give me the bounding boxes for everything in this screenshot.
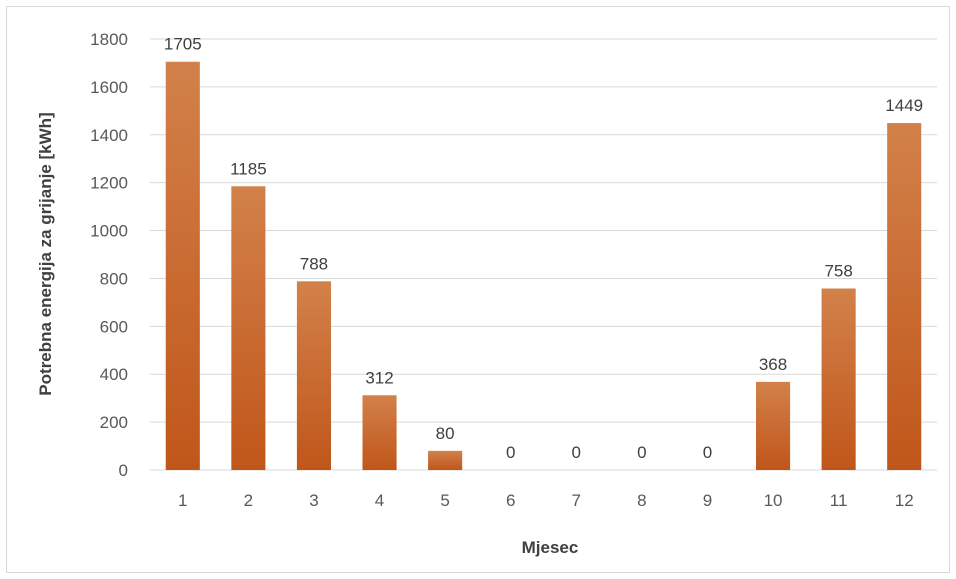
data-label: 1185: [230, 159, 267, 178]
x-tick-label: 3: [309, 491, 318, 510]
data-labels: 1705 1185 788 312 80 0 0 0 0 368 758 1449: [164, 35, 923, 462]
y-axis-title: Potrebna energija za grijanje [kWh]: [36, 112, 55, 395]
data-label: 0: [637, 443, 646, 462]
x-tick-label: 4: [375, 491, 384, 510]
y-tick-label: 1800: [90, 30, 128, 49]
y-tick-label: 1400: [90, 126, 128, 145]
x-tick-label: 7: [572, 491, 581, 510]
x-tick-label: 10: [764, 491, 783, 510]
bar: [296, 281, 332, 470]
y-tick-label: 1000: [90, 222, 128, 241]
x-tick-label: 12: [895, 491, 914, 510]
x-tick-label: 5: [440, 491, 449, 510]
bar: [755, 381, 791, 470]
x-tick-label: 8: [637, 491, 646, 510]
bar: [821, 288, 856, 470]
data-label: 0: [506, 443, 515, 462]
x-tick-label: 2: [244, 491, 253, 510]
x-axis-title: Mjesec: [522, 538, 579, 557]
data-label: 1449: [885, 96, 923, 115]
data-label: 758: [824, 262, 852, 281]
y-tick-label: 1200: [90, 174, 128, 193]
data-label: 0: [572, 443, 581, 462]
bar: [887, 123, 922, 471]
y-tick-label: 1600: [90, 78, 128, 97]
x-tick-label: 6: [506, 491, 515, 510]
bar: [362, 395, 397, 470]
data-label: 0: [703, 443, 712, 462]
bars: [165, 61, 922, 471]
y-tick-label: 200: [100, 413, 128, 432]
data-label: 1705: [164, 35, 202, 54]
data-label: 788: [300, 254, 328, 273]
y-tick-label: 600: [100, 317, 128, 336]
gridlines: [150, 38, 937, 471]
x-tick-label: 11: [830, 491, 848, 510]
y-tick-label: 400: [100, 365, 128, 384]
x-tick-label: 9: [703, 491, 712, 510]
data-label: 80: [436, 424, 455, 443]
y-tick-label: 0: [119, 461, 128, 480]
data-label: 312: [365, 368, 393, 387]
chart-frame: [6, 6, 950, 573]
bar: [231, 186, 266, 470]
y-tick-label: 800: [100, 269, 128, 288]
x-tick-label: 1: [178, 491, 187, 510]
data-label: 368: [759, 355, 787, 374]
x-tick-labels: 1 2 3 4 5 6 7 8 9 10 11 12: [178, 491, 914, 510]
y-tick-labels: 0 200 400 600 800 1000 1200 1400 1600 1800: [90, 30, 128, 480]
bar: [428, 450, 463, 470]
bar: [165, 61, 200, 470]
